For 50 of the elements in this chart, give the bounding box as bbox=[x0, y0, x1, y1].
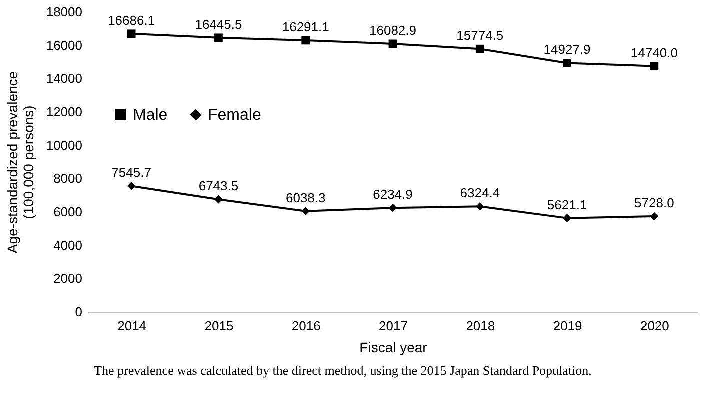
y-tick-label: 18000 bbox=[46, 4, 82, 20]
point bbox=[302, 36, 310, 45]
point bbox=[650, 212, 659, 221]
data-label: 14740.0 bbox=[630, 45, 678, 60]
data-label: 14927.9 bbox=[544, 42, 591, 58]
point bbox=[563, 59, 572, 68]
x-tick-label: 2020 bbox=[640, 318, 670, 334]
point bbox=[127, 30, 136, 38]
data-label: 16686.1 bbox=[108, 12, 156, 28]
point bbox=[127, 182, 136, 190]
data-label: 7545.7 bbox=[112, 165, 152, 180]
y-tick-label: 12000 bbox=[46, 104, 82, 120]
x-tick-label: 2016 bbox=[292, 318, 321, 334]
x-tick-label: 2014 bbox=[118, 318, 147, 334]
point bbox=[388, 204, 398, 212]
x-tick-label: 2017 bbox=[379, 318, 408, 334]
data-label: 5621.1 bbox=[547, 197, 588, 212]
data-label: 15774.5 bbox=[456, 28, 504, 44]
data-label: 6743.5 bbox=[198, 178, 239, 194]
point bbox=[650, 62, 659, 71]
x-tick-label: 2015 bbox=[204, 318, 234, 334]
point bbox=[476, 44, 484, 54]
y-axis-title: Age-standardized prevalence (100,000 persons) bbox=[4, 71, 36, 254]
point bbox=[388, 40, 398, 48]
point bbox=[302, 207, 310, 216]
y-tick-label: 16000 bbox=[46, 38, 82, 53]
data-label: 16445.5 bbox=[195, 16, 242, 32]
y-tick-label: 14000 bbox=[46, 71, 82, 86]
data-label: 6324.4 bbox=[460, 186, 500, 201]
legend-label: Female bbox=[208, 107, 262, 124]
point bbox=[214, 195, 223, 204]
y-tick-label: 6000 bbox=[54, 204, 82, 220]
y-tick-label: 4000 bbox=[54, 238, 82, 253]
data-label: 6038.3 bbox=[286, 190, 326, 206]
data-label: 6234.9 bbox=[373, 187, 413, 202]
point bbox=[476, 202, 484, 211]
point bbox=[563, 214, 572, 222]
legend-label: Male bbox=[133, 107, 168, 124]
point bbox=[214, 34, 223, 42]
x-tick-label: 2019 bbox=[553, 318, 582, 334]
y-tick-label: 2000 bbox=[54, 271, 82, 286]
y-tick-label: 8000 bbox=[54, 171, 82, 186]
text: The prevalence was calculated by the direct method, using the 2015 Japan Standard Population. bbox=[94, 363, 592, 378]
y-tick-label: 10000 bbox=[46, 138, 82, 153]
x-axis-title: Fiscal year bbox=[360, 340, 428, 356]
data-label: 5728.0 bbox=[634, 196, 674, 211]
x-tick-label: 2018 bbox=[466, 318, 496, 334]
y-tick-label: 0 bbox=[75, 304, 82, 320]
data-label: 16291.1 bbox=[282, 19, 330, 34]
data-label: 16082.9 bbox=[370, 22, 416, 38]
